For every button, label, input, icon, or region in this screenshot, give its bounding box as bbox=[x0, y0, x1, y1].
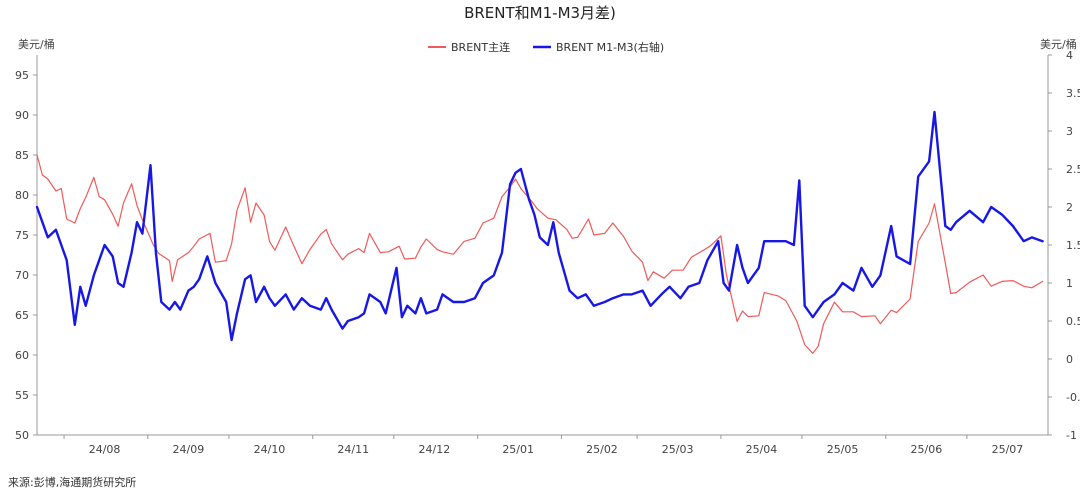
y-right-tick-label: 1 bbox=[1066, 277, 1073, 290]
x-tick-label: 24/11 bbox=[337, 443, 369, 456]
series-layer bbox=[35, 110, 1044, 354]
y-right-tick-label: 3 bbox=[1066, 125, 1073, 138]
series-line-brent bbox=[36, 154, 1044, 354]
y-left-tick-label: 65 bbox=[15, 309, 29, 322]
y-right-tick-label: -1 bbox=[1066, 429, 1077, 442]
x-tick-label: 24/12 bbox=[419, 443, 451, 456]
y-left-unit: 美元/桶 bbox=[18, 37, 55, 51]
y-left-tick-label: 85 bbox=[15, 149, 29, 162]
legend-label-spread: BRENT M1-M3(右轴) bbox=[556, 40, 664, 54]
x-ticks: 24/08 24/09 24/10 24/11 24/12 25/01 25/02 25/03… bbox=[63, 435, 1024, 456]
y-left-tick-label: 60 bbox=[15, 349, 29, 362]
y-left-tick-label: 70 bbox=[15, 269, 29, 282]
y-left-ticks: 95 90 85 80 75 70 65 60 55 50 bbox=[15, 69, 37, 442]
y-right-tick-label: 1.5 bbox=[1066, 239, 1080, 252]
y-left-tick-label: 75 bbox=[15, 229, 29, 242]
y-right-tick-label: 2 bbox=[1066, 201, 1073, 214]
x-tick-label: 25/06 bbox=[911, 443, 943, 456]
chart-title: BRENT和M1-M3月差) bbox=[464, 4, 616, 22]
x-tick-label: 25/05 bbox=[827, 443, 859, 456]
source-note: 来源:彭博,海通期货研究所 bbox=[8, 475, 136, 489]
y-right-unit: 美元/桶 bbox=[1040, 37, 1077, 51]
y-right-tick-label: -0.5 bbox=[1066, 391, 1080, 404]
y-right-tick-label: 2.5 bbox=[1066, 163, 1080, 176]
legend-label-brent: BRENT主连 bbox=[451, 41, 510, 54]
y-left-tick-label: 95 bbox=[15, 69, 29, 82]
x-tick-label: 25/03 bbox=[662, 443, 694, 456]
x-tick-label: 24/08 bbox=[89, 443, 121, 456]
x-tick-label: 24/09 bbox=[173, 443, 205, 456]
x-tick-label: 25/02 bbox=[586, 443, 618, 456]
x-tick-label: 25/04 bbox=[746, 443, 778, 456]
series-line-spread bbox=[35, 110, 1044, 342]
y-left-tick-label: 90 bbox=[15, 109, 29, 122]
x-tick-label: 24/10 bbox=[254, 443, 286, 456]
y-left-tick-label: 80 bbox=[15, 189, 29, 202]
legend: BRENT主连 BRENT M1-M3(右轴) bbox=[428, 40, 664, 54]
y-right-tick-label: 0.5 bbox=[1066, 315, 1080, 328]
y-left-tick-label: 55 bbox=[15, 389, 29, 402]
x-tick-label: 25/01 bbox=[502, 443, 534, 456]
y-right-ticks: 4 3.5 3 2.5 2 1.5 1 0.5 0 -0.5 -1 bbox=[1048, 49, 1080, 442]
y-right-tick-label: 0 bbox=[1066, 353, 1073, 366]
y-right-tick-label: 3.5 bbox=[1066, 87, 1080, 100]
y-right-tick-label: 4 bbox=[1066, 49, 1073, 62]
y-left-tick-label: 50 bbox=[15, 429, 29, 442]
x-tick-label: 25/07 bbox=[992, 443, 1024, 456]
